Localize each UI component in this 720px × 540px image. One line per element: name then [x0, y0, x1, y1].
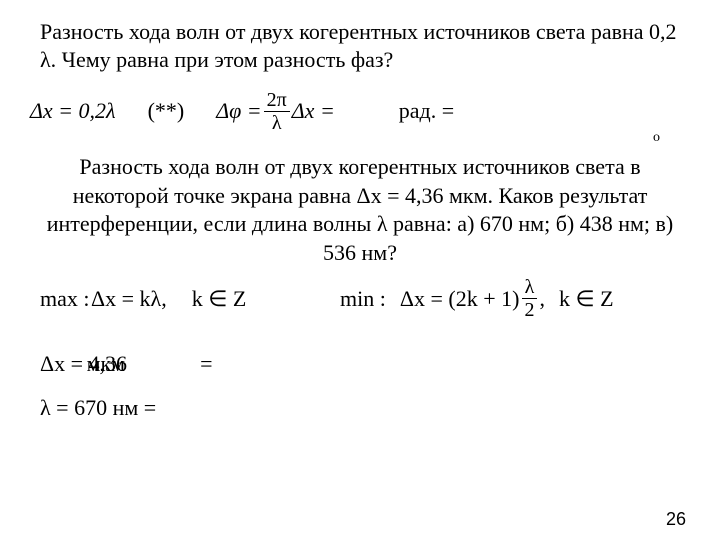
page-number: 26 [666, 509, 686, 530]
max-label: max : [40, 286, 90, 311]
min-cond: k ∈ Z [559, 286, 614, 312]
calc-block: Δx = 4,36 мкм = λ = 670 нм = [40, 342, 680, 430]
min-label: min : [340, 286, 386, 312]
degree-symbol: o [653, 130, 660, 146]
max-cond: k ∈ Z [192, 286, 247, 311]
max-eq: Δx = kλ, [91, 286, 167, 311]
eq-phi-rhs: Δx = [292, 98, 335, 124]
calc-line2: λ = 670 нм = [40, 395, 156, 420]
problem1-text: Разность хода волн от двух когерентных и… [40, 18, 680, 73]
min-eq-lhs: Δx = (2k + 1) [400, 286, 520, 312]
marker: (**) [148, 98, 185, 124]
minmax-row: max : Δx = kλ, k ∈ Z min : Δx = (2k + 1)… [40, 277, 680, 320]
problem2-text: Разность хода волн от двух когерентных и… [40, 153, 680, 267]
min-frac: λ 2 [521, 277, 537, 320]
eq-phi-lhs: Δφ = [216, 98, 261, 124]
calc-line1-b: мкм [87, 351, 126, 376]
calc-line1-eq: = [200, 351, 212, 376]
eq-dx: Δx = 0,2λ [30, 98, 116, 124]
eq-phi-frac: 2π λ [264, 90, 290, 133]
rad-label: рад. = [399, 98, 454, 124]
min-comma: , [539, 286, 545, 312]
problem1-equations: Δx = 0,2λ (**) Δφ = 2π λ Δx = рад. = [30, 87, 680, 135]
